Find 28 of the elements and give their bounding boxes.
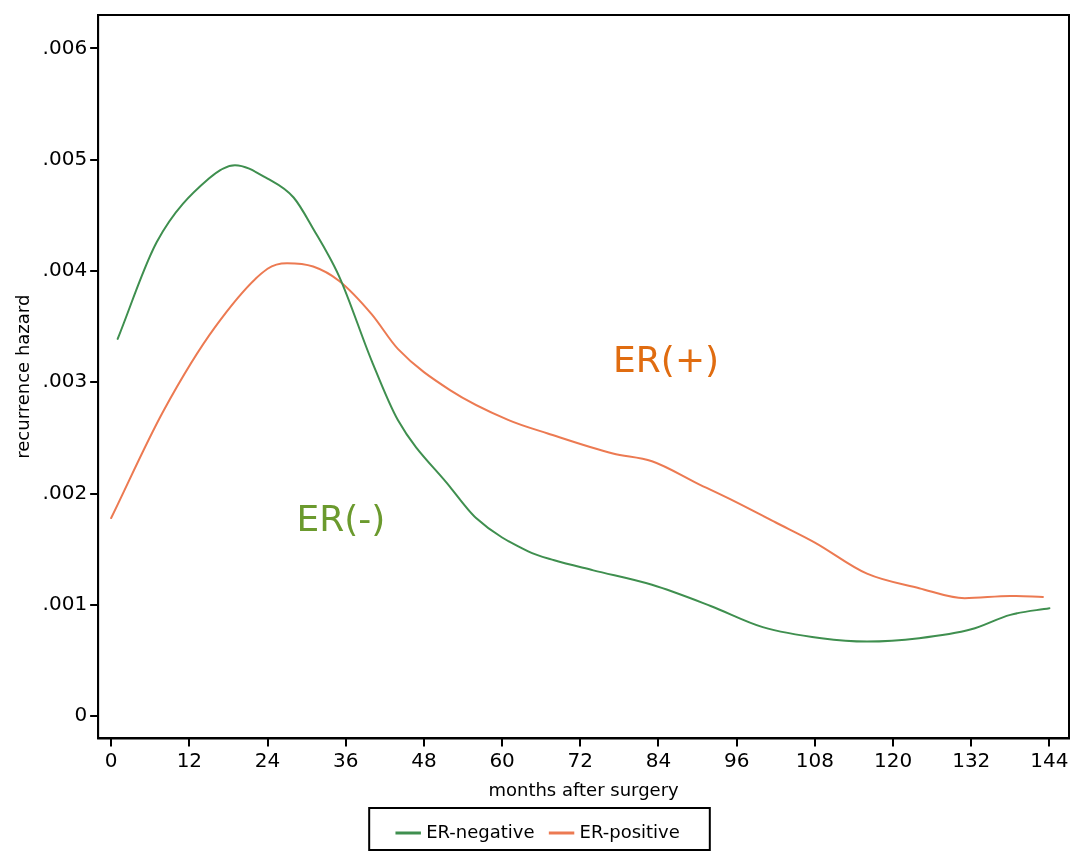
line-series bbox=[110, 262, 1044, 600]
x-tick-label: 120 bbox=[873, 747, 913, 772]
x-tick-label: 36 bbox=[333, 747, 359, 772]
x-axis-title: months after surgery bbox=[488, 778, 680, 800]
y-axis-title: recurrence hazard bbox=[12, 294, 34, 459]
y-tick-label: .004 bbox=[42, 257, 88, 282]
x-tick-label: 72 bbox=[567, 747, 594, 772]
x-tick-label: 144 bbox=[1030, 747, 1069, 772]
x-tick-label: 24 bbox=[254, 747, 281, 772]
x-tick-label: 48 bbox=[411, 747, 437, 772]
x-tick-label: 60 bbox=[489, 747, 515, 772]
legend-label: ER-positive bbox=[579, 820, 680, 842]
annotation: ER(+) bbox=[613, 338, 720, 380]
line-series bbox=[116, 164, 1051, 643]
y-tick-label: 0 bbox=[74, 702, 88, 727]
y-tick-label: .001 bbox=[42, 591, 88, 616]
legend-label: ER-negative bbox=[426, 820, 535, 842]
y-tick-label: .003 bbox=[42, 368, 88, 393]
x-tick-label: 96 bbox=[723, 747, 750, 772]
y-tick-label: .005 bbox=[42, 145, 88, 170]
x-tick-label: 0 bbox=[104, 747, 118, 772]
x-tick-label: 108 bbox=[795, 747, 834, 772]
y-tick-label: .002 bbox=[42, 479, 88, 504]
x-tick-label: 132 bbox=[952, 747, 991, 772]
x-tick-label: 84 bbox=[645, 747, 672, 772]
annotation: ER(-) bbox=[296, 497, 386, 539]
x-tick-label: 12 bbox=[176, 747, 203, 772]
y-tick-label: .006 bbox=[42, 34, 88, 59]
